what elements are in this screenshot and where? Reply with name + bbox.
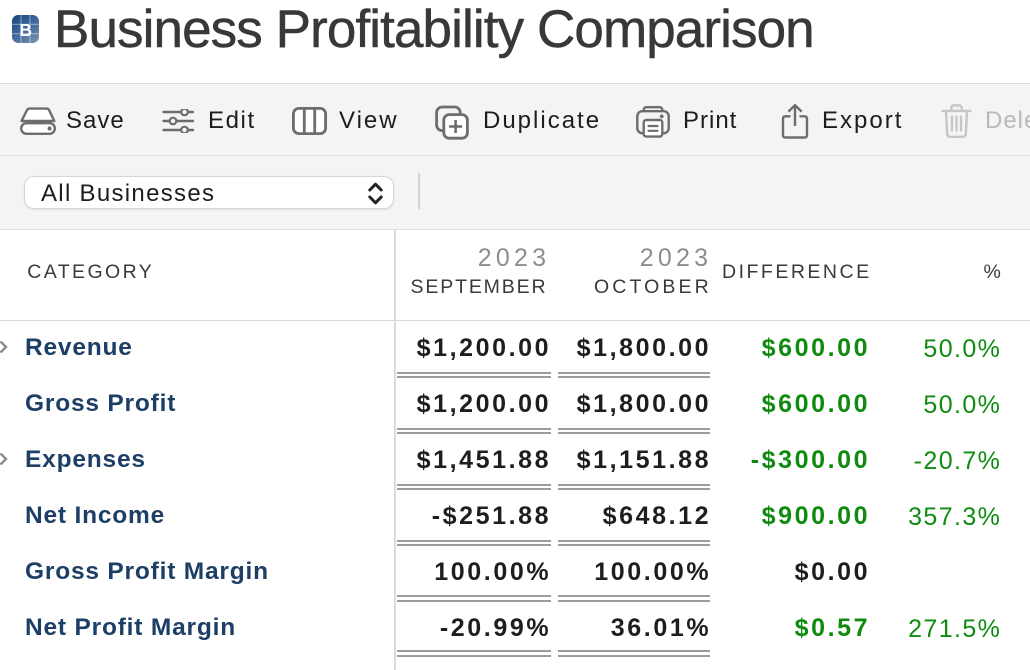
svg-text:B: B xyxy=(19,20,32,40)
